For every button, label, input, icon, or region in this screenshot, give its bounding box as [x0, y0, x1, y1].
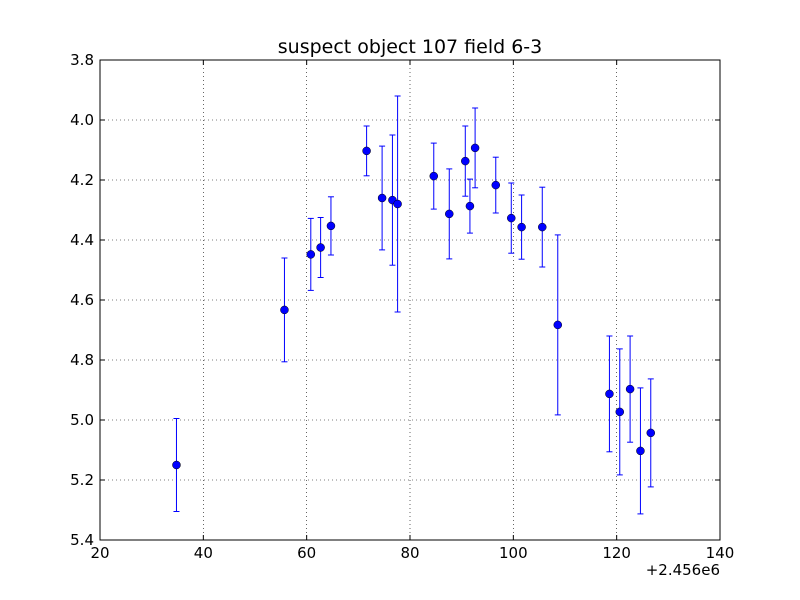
y-tick-label: 4.6	[70, 291, 94, 309]
data-point	[636, 446, 645, 456]
data-point	[605, 389, 614, 399]
data-point	[507, 213, 516, 223]
data-point	[306, 250, 316, 259]
data-point	[445, 209, 454, 219]
x-tick-label: 140	[706, 544, 735, 562]
y-tick-label: 5.0	[70, 411, 94, 429]
x-tick-label: 100	[499, 544, 528, 562]
data-point	[316, 243, 325, 252]
x-axis-tick-labels: 20 40 60 80 100 120 140	[90, 544, 734, 562]
x-axis-offset-label: +2.456e6	[646, 561, 720, 579]
data-point	[393, 199, 402, 209]
data-point	[172, 460, 181, 470]
plot-area	[99, 59, 721, 541]
data-point	[377, 193, 387, 203]
data-markers	[172, 143, 656, 470]
x-tick-label: 120	[602, 544, 631, 562]
grid-lines	[100, 60, 720, 540]
data-point	[646, 428, 656, 438]
chart-title: suspect object 107 field 6-3	[278, 36, 543, 58]
data-point	[491, 180, 501, 190]
data-point	[615, 407, 625, 417]
y-tick-label: 4.2	[70, 171, 94, 189]
y-tick-label: 4.4	[70, 231, 94, 249]
y-tick-label: 5.2	[70, 471, 94, 489]
data-point	[470, 143, 480, 153]
data-point	[362, 146, 371, 156]
tick-marks	[99, 59, 721, 541]
data-point	[625, 384, 635, 394]
data-point	[280, 305, 289, 315]
y-tick-label: 4.8	[70, 351, 94, 369]
y-tick-label: 4.0	[70, 111, 94, 129]
y-tick-label: 3.8	[70, 51, 94, 69]
x-tick-label: 40	[194, 544, 213, 562]
data-point	[538, 222, 547, 232]
x-tick-label: 60	[297, 544, 316, 562]
x-tick-label: 80	[400, 544, 419, 562]
y-axis-tick-labels: 3.8 4.0 4.2 4.4 4.6 4.8 5.0 5.2 5.4	[70, 51, 94, 549]
data-point	[326, 221, 336, 231]
data-point	[517, 222, 526, 232]
data-point	[429, 171, 439, 181]
x-tick-label: 20	[90, 544, 109, 562]
data-point	[461, 156, 470, 166]
y-tick-label: 5.4	[70, 531, 94, 549]
data-point	[465, 201, 475, 211]
data-point	[553, 320, 563, 330]
